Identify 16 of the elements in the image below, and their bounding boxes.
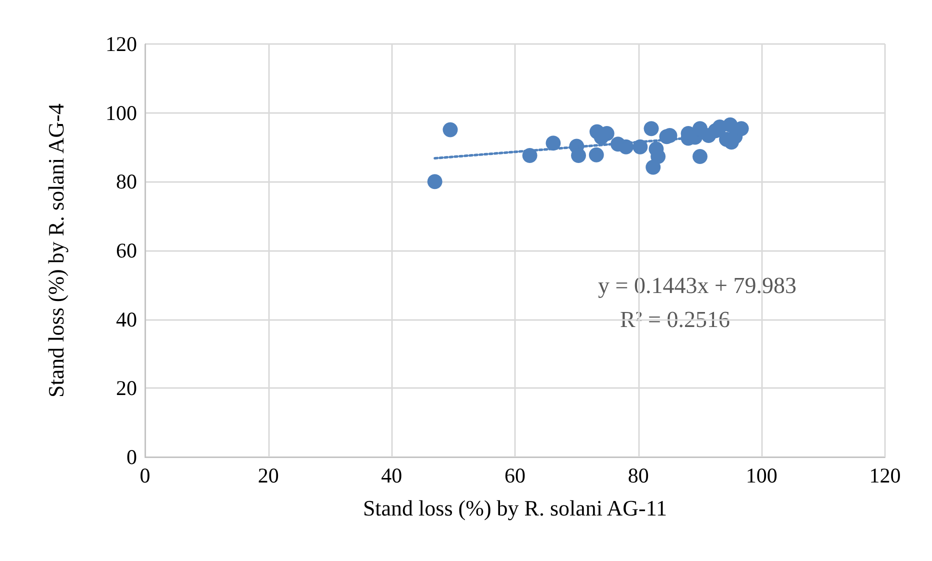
y-tick-label: 120	[106, 32, 137, 56]
y-tick-label: 80	[116, 170, 137, 194]
annotation: y = 0.1443x + 79.983	[598, 273, 796, 298]
y-tick-label: 60	[116, 238, 137, 262]
y-axis-title: Stand loss (%) by R. solani AG-4	[44, 104, 68, 398]
x-tick-label: 120	[869, 464, 901, 488]
x-tick-label: 60	[504, 464, 526, 488]
x-tick-label: 40	[381, 464, 402, 488]
x-tick-label: 80	[628, 464, 649, 488]
y-tick-label: 100	[106, 100, 137, 125]
x-tick-label: 20	[258, 464, 279, 488]
y-tick-label: 0	[126, 445, 137, 469]
y-tick-label: 40	[116, 307, 137, 332]
x-tick-label: 100	[746, 464, 778, 488]
x-axis-title: Stand loss (%) by R. solani AG-11	[362, 496, 668, 520]
y-tick-label: 20	[116, 376, 137, 400]
